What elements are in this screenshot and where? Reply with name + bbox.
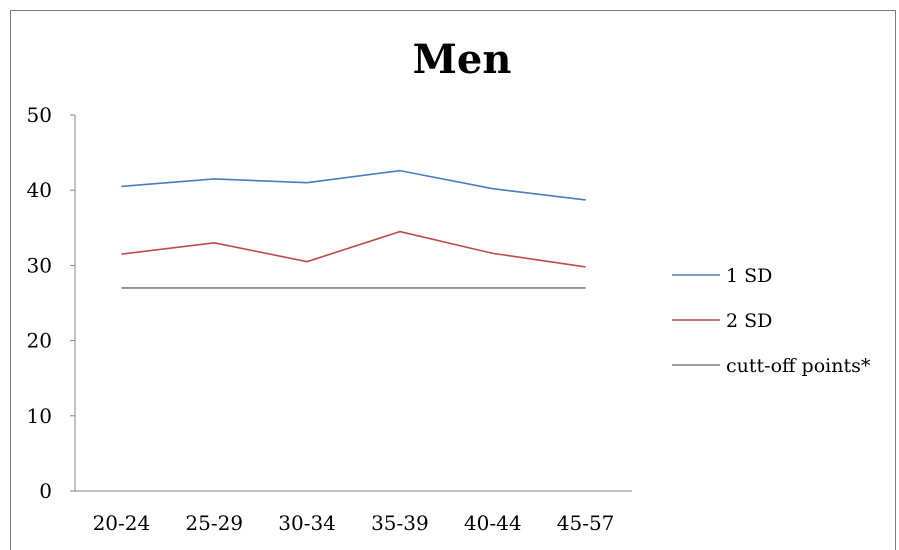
series-line — [121, 169, 586, 201]
x-tick-label: 45-57 — [557, 511, 615, 535]
chart-title: Men — [413, 36, 512, 83]
y-tick-label: 40 — [27, 178, 52, 202]
axes — [70, 114, 632, 492]
chart-frame — [10, 10, 896, 550]
y-tick-label: 30 — [27, 253, 52, 277]
legend-entry: cutt-off points* — [726, 355, 871, 377]
y-tick-labels: 0 10 20 30 40 50 — [27, 103, 52, 503]
y-tick-label: 0 — [39, 479, 52, 503]
x-tick-label: 25-29 — [185, 511, 243, 535]
legend: 1 SD 2 SD cutt-off points* — [672, 265, 871, 377]
series-lines — [121, 169, 586, 289]
legend-entry: 1 SD — [726, 265, 772, 287]
x-tick-label: 35-39 — [371, 511, 429, 535]
x-tick-label: 30-34 — [278, 511, 336, 535]
x-tick-label: 40-44 — [464, 511, 522, 535]
x-tick-labels: 20-24 25-29 30-34 35-39 40-44 45-57 — [93, 511, 615, 535]
legend-entry: 2 SD — [726, 310, 772, 332]
y-tick-label: 50 — [27, 103, 52, 127]
series-line — [121, 230, 586, 268]
y-tick-label: 10 — [27, 404, 52, 428]
x-tick-label: 20-24 — [93, 511, 151, 535]
y-tick-label: 20 — [27, 329, 52, 353]
